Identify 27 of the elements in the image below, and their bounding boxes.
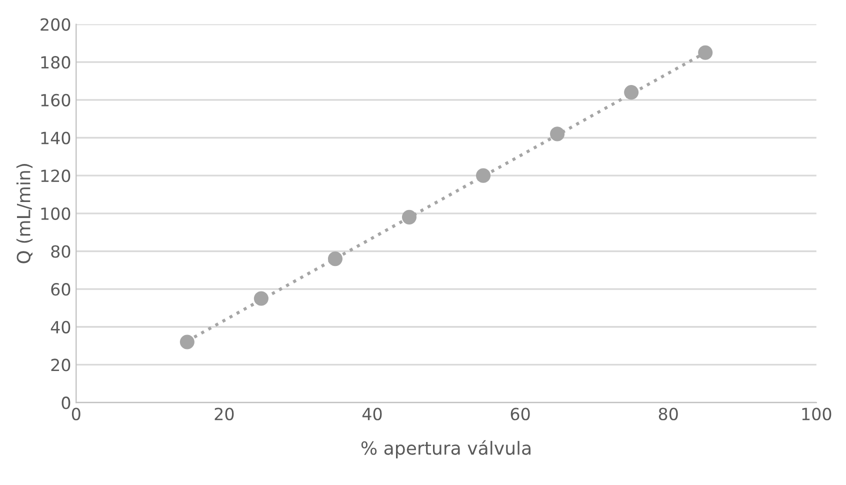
point [476, 168, 491, 183]
y-tick-label: 200 [40, 18, 70, 31]
y-tick-label: 140 [41, 132, 70, 144]
x-tick-label: 40 [362, 408, 382, 420]
point [550, 126, 565, 142]
y-tick-label: 40 [50, 320, 70, 334]
point [402, 210, 417, 224]
y-tick-label: 160 [41, 94, 70, 106]
point [698, 45, 713, 60]
x-tick-label: 0 [72, 408, 80, 420]
point [254, 291, 268, 306]
point [624, 85, 639, 100]
x-tick-label: 20 [214, 408, 234, 420]
x-tick-label: 80 [658, 408, 678, 420]
y-tick-label: 80 [51, 245, 70, 258]
point [328, 252, 343, 266]
y-axis-title: Q (mL/min) [16, 164, 33, 264]
y-tick-label: 60 [51, 283, 70, 296]
x-axis-title: % apertura válvula [361, 440, 530, 458]
point [180, 334, 194, 350]
y-tick-label: 0 [62, 396, 70, 410]
y-tick-label: 180 [41, 56, 70, 69]
x-tick-label: 100 [802, 408, 832, 420]
y-tick-label: 20 [51, 358, 70, 372]
y-tick-label: 100 [41, 207, 70, 220]
x-tick-label: 60 [510, 408, 530, 420]
y-tick-label: 120 [41, 170, 70, 182]
